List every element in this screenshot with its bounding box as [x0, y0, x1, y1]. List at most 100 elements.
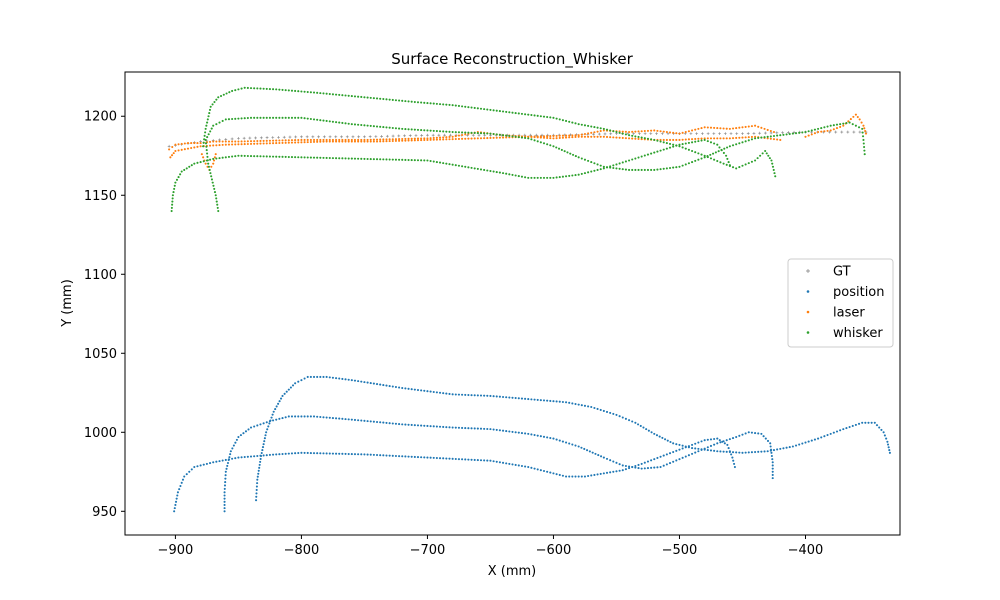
- laser-point: [249, 142, 253, 145]
- position-point: [335, 417, 338, 420]
- whisker-point: [278, 116, 281, 119]
- whisker-point: [587, 171, 590, 174]
- position-point: [655, 434, 659, 437]
- whisker-point: [388, 98, 391, 101]
- position-point: [754, 450, 757, 454]
- position-point: [341, 452, 344, 455]
- whisker-point: [687, 141, 690, 144]
- position-point: [801, 442, 804, 445]
- position-point: [363, 453, 366, 456]
- whisker-point: [454, 104, 457, 107]
- whisker-point: [646, 137, 650, 140]
- position-point: [593, 406, 596, 410]
- position-point: [716, 450, 719, 453]
- laser-point: [694, 128, 697, 131]
- position-point: [694, 442, 697, 445]
- position-point: [517, 431, 520, 434]
- position-point: [281, 452, 284, 456]
- whisker-point: [275, 155, 278, 158]
- whisker-point: [205, 124, 208, 127]
- whisker-point: [259, 116, 262, 119]
- position-point: [555, 473, 558, 476]
- whisker-point: [360, 123, 363, 127]
- laser-point: [776, 138, 779, 141]
- position-point: [255, 488, 258, 492]
- laser-point: [568, 136, 571, 139]
- position-point: [316, 415, 319, 418]
- position-point: [747, 451, 750, 454]
- whisker-point: [193, 162, 196, 165]
- position-point: [691, 443, 694, 446]
- position-point: [495, 428, 498, 431]
- whisker-point: [726, 146, 729, 149]
- laser-point: [574, 134, 577, 137]
- laser-point: [823, 130, 826, 133]
- whisker-point: [473, 167, 476, 170]
- position-point: [385, 421, 388, 424]
- whisker-point: [205, 149, 208, 152]
- whisker-point: [605, 166, 609, 169]
- laser-point: [599, 135, 602, 138]
- laser-point: [297, 141, 300, 144]
- whisker-point: [725, 154, 728, 157]
- position-point: [637, 463, 640, 466]
- whisker-point: [221, 119, 224, 123]
- position-point: [511, 396, 514, 399]
- whisker-point: [602, 167, 605, 170]
- position-point: [788, 446, 791, 449]
- laser-point: [366, 140, 369, 143]
- whisker-point: [533, 176, 536, 179]
- position-point: [728, 450, 731, 454]
- whisker-point: [650, 138, 653, 141]
- whisker-point: [520, 136, 524, 139]
- whisker-point: [272, 155, 275, 158]
- whisker-point: [596, 168, 599, 172]
- whisker-point: [407, 128, 410, 131]
- whisker-point: [234, 89, 237, 92]
- laser-point: [221, 140, 224, 143]
- whisker-point: [210, 127, 213, 130]
- whisker-point: [681, 146, 684, 149]
- whisker-point: [316, 156, 319, 159]
- position-point: [442, 457, 445, 460]
- whisker-point: [202, 160, 205, 163]
- whisker-point: [382, 98, 385, 101]
- whisker-point: [771, 162, 774, 165]
- whisker-point: [331, 93, 334, 96]
- laser-point: [338, 138, 341, 141]
- laser-point: [256, 140, 259, 143]
- whisker-point: [728, 145, 731, 148]
- position-point: [681, 444, 684, 447]
- position-point: [265, 431, 268, 434]
- position-point: [665, 463, 668, 466]
- whisker-point: [357, 157, 360, 160]
- whisker-point: [357, 95, 360, 98]
- position-point: [591, 451, 594, 454]
- whisker-point: [202, 145, 205, 148]
- whisker-point: [225, 92, 228, 95]
- position-point: [703, 439, 706, 442]
- laser-point: [687, 130, 690, 133]
- laser-point: [303, 141, 306, 144]
- whisker-point: [213, 100, 216, 104]
- whisker-point: [735, 143, 738, 146]
- whisker-point: [335, 121, 338, 124]
- laser-point: [243, 140, 246, 143]
- x-tick-label: −600: [536, 543, 572, 558]
- position-point: [438, 425, 442, 428]
- position-point: [618, 415, 621, 418]
- position-point: [605, 471, 609, 474]
- position-point: [568, 401, 571, 404]
- position-point: [561, 400, 564, 404]
- laser-point: [665, 138, 668, 141]
- whisker-point: [350, 157, 353, 160]
- position-point: [432, 390, 435, 394]
- laser-point: [401, 137, 404, 141]
- laser-point: [328, 138, 331, 141]
- position-point: [223, 497, 226, 500]
- laser-point: [571, 134, 574, 137]
- whisker-point: [823, 126, 826, 129]
- position-point: [628, 467, 631, 470]
- whisker-point: [219, 94, 223, 98]
- position-point: [448, 457, 451, 460]
